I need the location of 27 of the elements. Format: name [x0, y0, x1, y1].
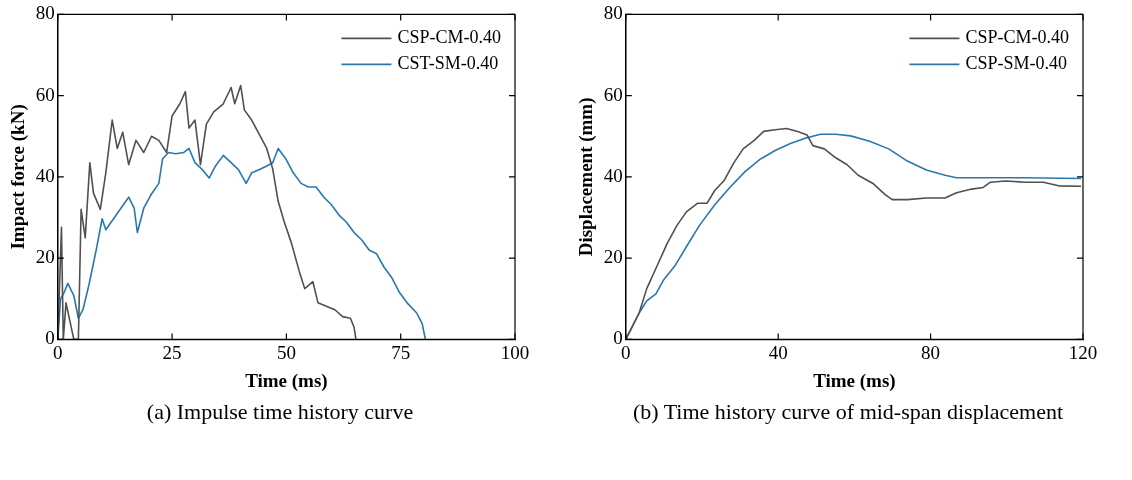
x-axis-title: Time (ms) — [245, 369, 328, 392]
y-tick-label: 80 — [35, 2, 55, 24]
y-tick-label: 0 — [45, 327, 55, 349]
legend-label: CSP-CM-0.40 — [397, 27, 501, 48]
y-tick-label: 80 — [603, 2, 623, 24]
y-tick-label: 0 — [613, 327, 623, 349]
y-tick-label: 20 — [35, 246, 55, 268]
y-tick-label: 40 — [603, 164, 623, 186]
y-tick-label: 60 — [603, 83, 623, 105]
text: (b) Time history curve of mid-span displacement — [631, 399, 1065, 425]
y-axis-title: Displacement (mm) — [575, 97, 598, 257]
y-tick-label: 20 — [603, 246, 623, 268]
y-tick-label: 40 — [35, 164, 55, 186]
legend-label: CSP-SM-0.40 — [965, 53, 1067, 74]
x-tick-label: 75 — [391, 341, 411, 363]
x-tick-label: 40 — [768, 341, 788, 363]
x-axis-title: Time (ms) — [813, 369, 896, 392]
y-axis-title: Impact force (kN) — [7, 104, 30, 250]
x-tick-label: 50 — [276, 341, 296, 363]
y-tick-label: 60 — [35, 83, 55, 105]
text: (a) Impulse time history curve — [145, 399, 415, 425]
x-tick-label: 80 — [921, 341, 941, 363]
legend-label: CST-SM-0.40 — [397, 53, 499, 74]
x-tick-label: 100 — [500, 341, 530, 363]
legend-label: CSP-CM-0.40 — [965, 27, 1069, 48]
x-tick-label: 120 — [1068, 341, 1098, 363]
x-tick-label: 25 — [162, 341, 182, 363]
